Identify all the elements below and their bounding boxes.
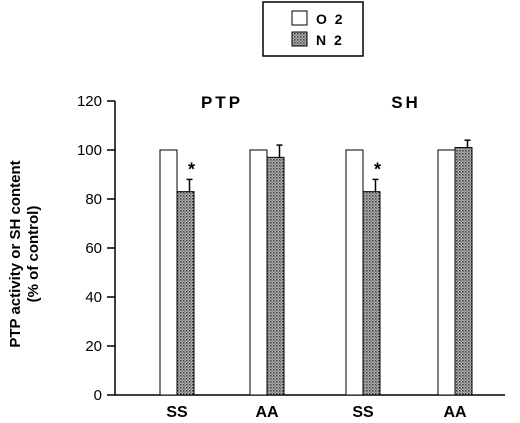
y-tick-label: 120: [77, 93, 102, 110]
y-tick-label: 80: [85, 191, 102, 208]
x-tick-label: AA: [443, 404, 467, 421]
bars: * *: [159, 139, 473, 396]
y-tick-label: 60: [85, 240, 102, 257]
bar-o2-0: [159, 149, 178, 396]
legend-label-o2: O 2: [316, 11, 345, 27]
y-axis-label-line1: PTP activity or SH content: [7, 160, 24, 347]
y-axis-label: PTP activity or SH content (% of control…: [7, 160, 42, 347]
y-tick-label: 40: [85, 289, 102, 306]
bar-o2-1: [249, 149, 268, 396]
significance-marker: *: [188, 159, 195, 179]
legend: O 2 N 2: [262, 1, 364, 57]
x-axis-tick-labels: SS AA SS AA: [166, 404, 467, 421]
y-tick-label: 0: [94, 387, 102, 404]
x-tick-label: AA: [255, 404, 279, 421]
y-tick-label: 100: [77, 142, 102, 159]
bar-o2-2: [345, 149, 364, 396]
bar-o2-3: [437, 149, 456, 396]
legend-swatch-n2: [291, 31, 308, 47]
legend-box: [262, 1, 364, 57]
group-label-ptp: PTP: [201, 93, 243, 112]
x-tick-label: SS: [166, 404, 188, 421]
bar-n2-3: [454, 147, 473, 396]
x-tick-label: SS: [352, 404, 374, 421]
legend-label-n2: N 2: [316, 32, 344, 48]
legend-swatch-o2: [291, 10, 308, 26]
y-axis-label-line2: (% of control): [25, 206, 42, 303]
bar-n2-2: [362, 191, 381, 396]
significance-marker: *: [374, 159, 381, 179]
y-axis-ticks: 0 20 40 60 80 100 120: [77, 93, 115, 404]
bar-n2-1: [266, 156, 285, 396]
bar-n2-0: [176, 191, 195, 396]
y-tick-label: 20: [85, 338, 102, 355]
group-label-sh: SH: [391, 93, 421, 112]
